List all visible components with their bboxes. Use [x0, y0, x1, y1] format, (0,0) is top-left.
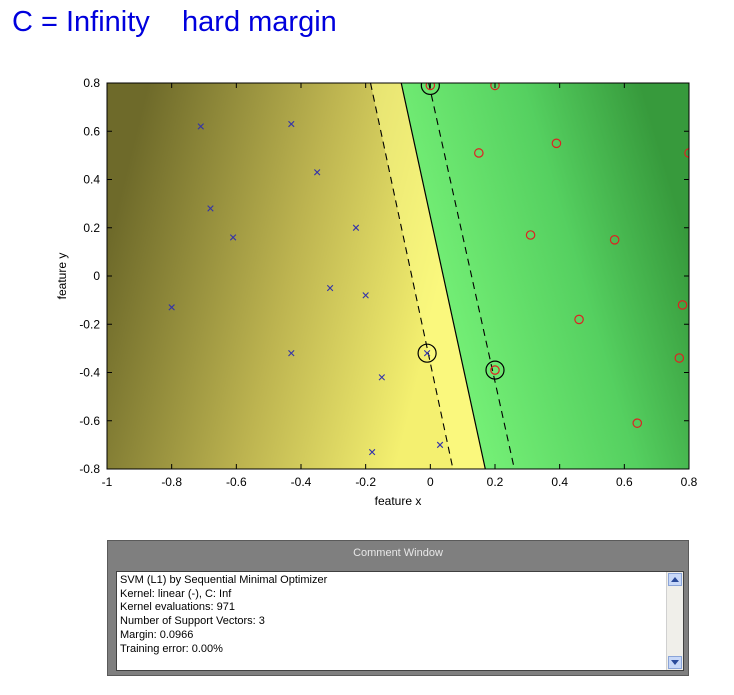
data-point-x — [326, 284, 334, 292]
data-point-o — [677, 300, 688, 310]
y-tick-label: 0.4 — [83, 173, 100, 187]
y-tick-label: -0.6 — [79, 414, 100, 428]
data-point-x — [207, 205, 214, 212]
y-tick-label: 0.6 — [83, 124, 100, 138]
data-point-o — [609, 235, 620, 245]
data-point-o — [525, 230, 536, 240]
data-point-o — [551, 138, 562, 149]
chevron-down-icon — [671, 660, 679, 665]
slide-title: C = Infinity hard margin — [12, 6, 337, 38]
x-axis-label: feature x — [375, 494, 422, 508]
data-point-o — [425, 83, 436, 91]
data-point-x — [168, 304, 175, 311]
x-tick-label: 0.6 — [616, 475, 633, 489]
margin-line — [428, 83, 515, 469]
y-tick-label: -0.2 — [79, 317, 100, 331]
comment-line: Margin: 0.0966 — [120, 628, 194, 641]
decision-boundary-line — [400, 83, 486, 469]
comment-line: SVM (L1) by Sequential Minimal Optimizer — [120, 574, 328, 586]
data-point-x — [313, 169, 321, 176]
data-point-x — [436, 441, 444, 449]
positive-region — [401, 83, 689, 469]
support-vector-circle — [485, 360, 505, 380]
x-tick-label: -1 — [102, 475, 113, 489]
comment-lines: SVM (L1) by Sequential Minimal Optimizer… — [120, 574, 663, 656]
y-tick-label: 0 — [93, 269, 100, 283]
comment-line: Kernel evaluations: 971 — [120, 601, 235, 614]
scroll-down-button[interactable] — [668, 656, 682, 669]
data-point-o — [674, 353, 685, 363]
comment-window: Comment Window SVM (L1) by Sequential Mi… — [107, 540, 689, 676]
comment-window-body: SVM (L1) by Sequential Minimal Optimizer… — [116, 571, 684, 671]
x-tick-label: -0.6 — [226, 475, 247, 489]
data-point-x — [288, 120, 295, 128]
x-tick-label: 0.2 — [487, 475, 504, 489]
svm-plot: -1 -0.8 -0.6 -0.4 -0.2 0 0.2 0.4 0.6 0.80.80.60.4… — [55, 74, 698, 508]
data-point-x — [423, 350, 431, 357]
margin-line — [369, 83, 454, 469]
x-tick-label: -0.2 — [355, 475, 376, 489]
data-point-o — [632, 418, 643, 428]
comment-window-title: Comment Window — [353, 547, 443, 559]
data-point-o — [669, 74, 677, 82]
y-tick-label: -0.8 — [79, 462, 100, 476]
x-tick-label: -0.4 — [291, 475, 312, 489]
margin-band — [370, 83, 486, 469]
comment-line: Number of Support Vectors: 3 — [120, 615, 265, 628]
y-tick-label: 0.2 — [83, 221, 100, 235]
data-point-x — [229, 234, 237, 241]
scroll-up-button[interactable] — [668, 573, 682, 586]
data-point-o — [574, 314, 584, 325]
data-point-x — [197, 123, 204, 130]
support-vector-circle — [420, 83, 440, 96]
comment-line: Kernel: linear (-), C: Inf — [120, 587, 232, 600]
y-tick-label: -0.4 — [79, 366, 100, 380]
data-point-x — [352, 224, 360, 231]
x-tick-label: -0.8 — [161, 475, 182, 489]
data-point-x — [368, 448, 376, 456]
comment-scrollbar[interactable] — [666, 572, 683, 670]
data-point-o — [490, 365, 500, 375]
y-tick-label: 0.8 — [83, 76, 100, 90]
x-tick-label: 0 — [427, 475, 434, 489]
x-tick-label: 0.4 — [551, 475, 568, 489]
data-point-x — [362, 292, 369, 299]
support-vector-circle — [417, 343, 437, 363]
data-point-o — [490, 83, 500, 91]
x-tick-label: 0.8 — [681, 475, 698, 489]
y-axis-label: feature y — [55, 253, 69, 300]
data-point-o — [474, 148, 484, 158]
comment-line: Training error: 0.00% — [120, 642, 223, 655]
data-point-x — [288, 350, 295, 357]
chevron-up-icon — [671, 577, 679, 582]
data-point-x — [378, 374, 386, 381]
